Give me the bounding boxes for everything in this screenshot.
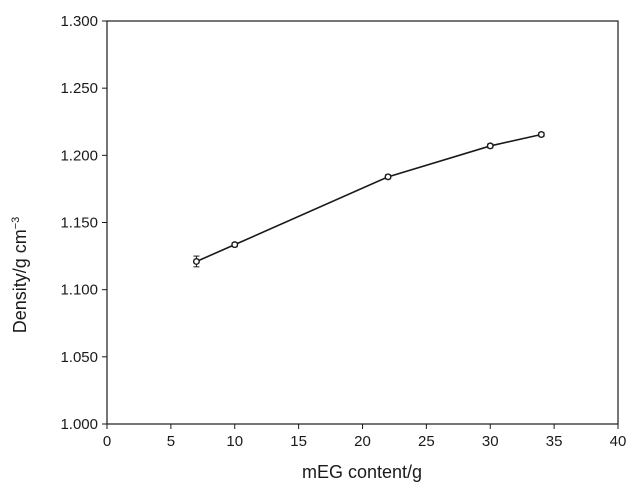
data-point	[537, 131, 545, 139]
data-point	[486, 142, 494, 150]
y-tick-label: 1.150	[60, 215, 98, 232]
y-axis: 1.000 1.050 1.100 1.150 1.200 1.250 1.300	[60, 13, 107, 433]
series-line	[196, 133, 542, 263]
x-tick-label: 5	[167, 433, 175, 450]
y-axis-title-main: Density/g cm	[10, 229, 30, 333]
data-point	[384, 173, 392, 181]
x-tick-label: 15	[290, 433, 307, 450]
y-axis-title: Density/g cm−3	[10, 217, 30, 334]
x-tick-label: 10	[226, 433, 243, 450]
x-tick-label: 40	[610, 433, 627, 450]
x-tick-label: 25	[418, 433, 435, 450]
y-tick-label: 1.300	[60, 13, 98, 30]
y-tick-label: 1.100	[60, 282, 98, 299]
data-point	[192, 257, 200, 265]
y-tick-label: 1.200	[60, 147, 98, 164]
x-tick-label: 30	[482, 433, 499, 450]
x-tick-label: 0	[103, 433, 111, 450]
data-series	[192, 131, 545, 268]
y-tick-label: 1.050	[60, 349, 98, 366]
plot-frame	[106, 20, 619, 425]
x-axis: 0 5 10 15 20 25 30 35 40	[103, 424, 627, 450]
y-tick-label: 1.000	[60, 416, 98, 433]
x-tick-label: 35	[546, 433, 563, 450]
plot-area	[106, 20, 619, 425]
y-axis-title-superscript: −3	[10, 217, 22, 230]
data-point	[231, 241, 239, 249]
x-axis-title: mEG content/g	[302, 462, 422, 482]
y-tick-label: 1.250	[60, 80, 98, 97]
x-tick-label: 20	[354, 433, 371, 450]
